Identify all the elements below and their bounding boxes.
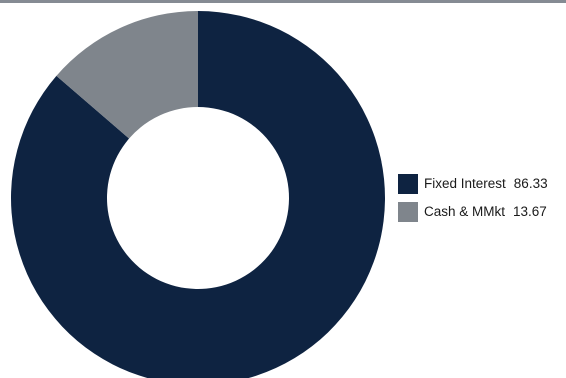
legend-value-fixed-interest: 86.33 bbox=[513, 176, 548, 191]
top-divider bbox=[0, 0, 566, 3]
legend-label-cash-mmkt: Cash & MMkt bbox=[424, 204, 506, 219]
legend-value-cash-mmkt: 13.67 bbox=[513, 204, 547, 219]
legend-item-cash-mmkt: Cash & MMkt 13.67 bbox=[398, 200, 548, 223]
legend-swatch-cash-mmkt bbox=[398, 201, 418, 222]
legend-item-fixed-interest: Fixed Interest 86.33 bbox=[398, 172, 548, 195]
chart-legend: Fixed Interest 86.33 Cash & MMkt 13.67 bbox=[398, 172, 548, 228]
donut-slice-fixed-interest bbox=[11, 11, 385, 378]
legend-label-fixed-interest: Fixed Interest bbox=[424, 176, 506, 191]
donut-slice-cash-mmkt bbox=[56, 11, 198, 139]
legend-swatch-fixed-interest bbox=[398, 173, 418, 194]
